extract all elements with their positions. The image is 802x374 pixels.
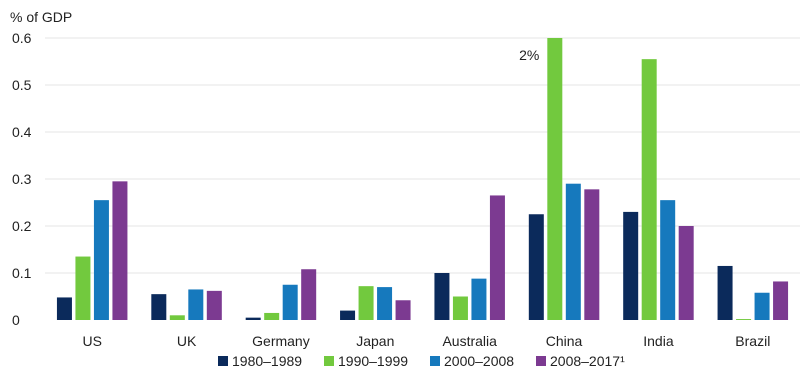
category-label: Brazil xyxy=(735,333,770,349)
bar-china-3 xyxy=(584,189,600,320)
bar-china-0 xyxy=(528,214,544,320)
category-labels: US UK Germany Japan Australia China India Brazi… xyxy=(82,333,770,349)
bar-brazil-3 xyxy=(773,281,789,320)
bar-us-1 xyxy=(75,256,91,320)
bar-us-3 xyxy=(112,181,128,320)
category-label: Japan xyxy=(356,333,394,349)
y-tick-label: 0.6 xyxy=(12,30,32,46)
bar-uk-0 xyxy=(151,294,167,320)
bar-germany-1 xyxy=(264,312,280,320)
y-axis-unit-label: % of GDP xyxy=(10,9,72,25)
category-label: US xyxy=(82,333,101,349)
bar-germany-2 xyxy=(282,284,298,320)
bar-australia-3 xyxy=(489,195,505,320)
category-label: Germany xyxy=(252,333,310,349)
bar-germany-0 xyxy=(245,317,261,320)
category-label: Australia xyxy=(442,333,497,349)
category-label: UK xyxy=(177,333,197,349)
legend-label: 1990–1999 xyxy=(338,353,408,369)
bar-uk-1 xyxy=(169,315,185,320)
bar-uk-2 xyxy=(188,289,204,320)
bar-china-2 xyxy=(565,183,581,320)
bar-india-1 xyxy=(641,59,657,321)
legend-label: 2000–2008 xyxy=(444,353,514,369)
legend-swatch xyxy=(430,356,440,366)
bar-india-2 xyxy=(660,200,676,320)
y-axis-ticks: 0 0.1 0.2 0.3 0.4 0.5 0.6 xyxy=(12,30,32,328)
category-label: India xyxy=(643,333,674,349)
bar-australia-1 xyxy=(452,296,468,320)
bar-us-0 xyxy=(56,297,72,320)
bar-us-2 xyxy=(93,200,109,320)
legend-swatch xyxy=(218,356,228,366)
bar-annotation: 2% xyxy=(519,47,539,63)
bar-china-1 xyxy=(547,38,563,320)
bar-japan-0 xyxy=(340,310,356,320)
bar-japan-2 xyxy=(377,287,393,320)
bar-brazil-0 xyxy=(717,265,733,320)
y-tick-label: 0.4 xyxy=(12,124,32,140)
annotations: 2% xyxy=(519,47,539,63)
legend-swatch xyxy=(324,356,334,366)
y-tick-label: 0 xyxy=(12,312,20,328)
bar-australia-2 xyxy=(471,278,487,320)
legend-label: 2008–2017¹ xyxy=(550,353,625,369)
category-label: China xyxy=(546,333,583,349)
y-tick-label: 0.2 xyxy=(12,218,32,234)
bar-japan-1 xyxy=(358,286,374,320)
bars xyxy=(56,38,789,321)
bar-india-3 xyxy=(678,226,694,320)
bar-india-0 xyxy=(623,211,639,320)
y-tick-label: 0.5 xyxy=(12,77,32,93)
y-tick-label: 0.1 xyxy=(12,265,32,281)
bar-japan-3 xyxy=(395,300,411,320)
legend: 1980–1989 1990–1999 2000–2008 2008–2017¹ xyxy=(218,353,625,369)
bar-brazil-2 xyxy=(754,292,770,320)
bar-germany-3 xyxy=(301,269,317,320)
bar-brazil-1 xyxy=(736,319,752,320)
legend-label: 1980–1989 xyxy=(232,353,302,369)
legend-swatch xyxy=(536,356,546,366)
y-tick-label: 0.3 xyxy=(12,171,32,187)
bar-australia-0 xyxy=(434,273,450,320)
bar-uk-3 xyxy=(206,290,222,320)
